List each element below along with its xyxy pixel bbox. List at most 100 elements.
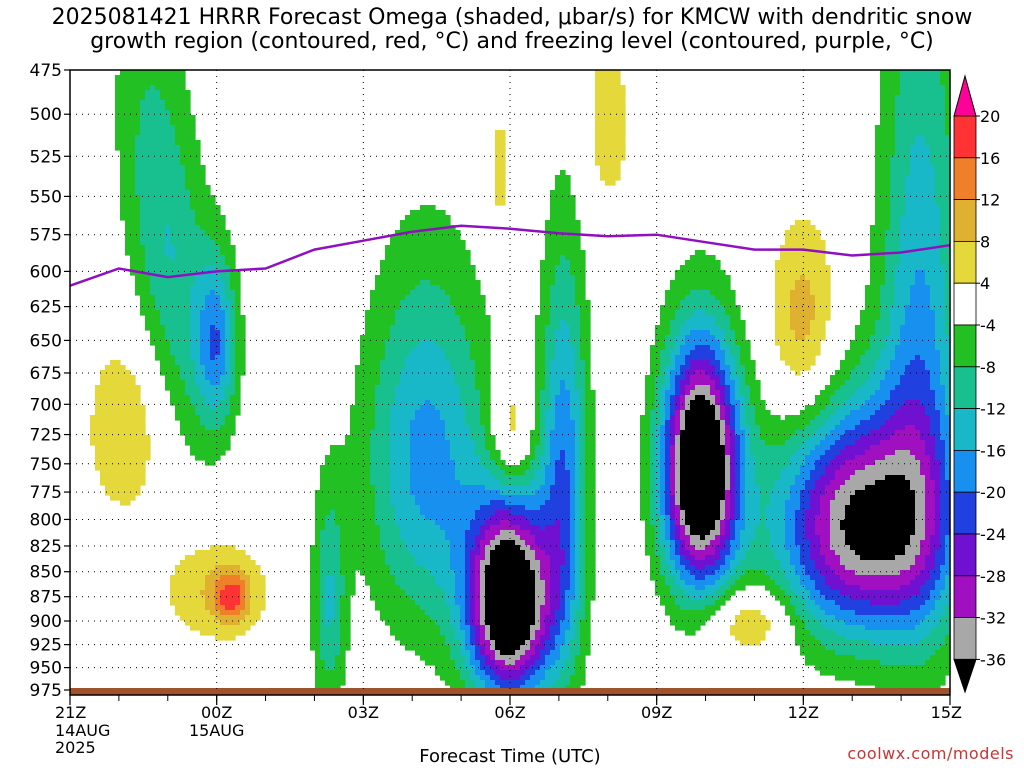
omega-cell: [200, 365, 206, 371]
omega-cell: [905, 240, 911, 246]
omega-cell: [420, 275, 426, 281]
omega-cell: [800, 355, 806, 361]
omega-cell: [900, 150, 906, 156]
omega-cell: [430, 400, 436, 406]
omega-cell: [815, 250, 821, 256]
omega-cell: [405, 320, 411, 326]
omega-cell: [420, 385, 426, 391]
omega-cell: [410, 410, 416, 416]
omega-cell: [145, 180, 151, 186]
omega-cell: [935, 100, 941, 106]
omega-cell: [865, 330, 871, 336]
omega-cell: [400, 285, 406, 291]
omega-cell: [380, 385, 386, 391]
omega-cell: [615, 110, 621, 116]
omega-cell: [200, 200, 206, 206]
omega-cell: [560, 200, 566, 206]
omega-cell: [440, 335, 446, 341]
omega-cell: [135, 90, 141, 96]
omega-cell: [815, 340, 821, 346]
omega-cell: [780, 315, 786, 321]
omega-cell: [395, 405, 401, 411]
omega-cell: [790, 335, 796, 341]
omega-cell: [175, 205, 181, 211]
omega-cell: [700, 415, 706, 421]
omega-cell: [165, 195, 171, 201]
omega-cell: [115, 410, 121, 416]
omega-cell: [545, 415, 551, 421]
omega-cell: [910, 205, 916, 211]
omega-cell: [365, 365, 371, 371]
omega-cell: [715, 275, 721, 281]
omega-cell: [935, 335, 941, 341]
omega-cell: [880, 245, 886, 251]
omega-cell: [905, 380, 911, 386]
omega-cell: [730, 295, 736, 301]
omega-cell: [540, 285, 546, 291]
omega-cell: [905, 205, 911, 211]
omega-cell: [780, 260, 786, 266]
omega-cell: [745, 355, 751, 361]
omega-cell: [585, 405, 591, 411]
omega-cell: [375, 370, 381, 376]
omega-cell: [175, 80, 181, 86]
omega-cell: [110, 365, 116, 371]
omega-cell: [800, 365, 806, 371]
omega-cell: [130, 420, 136, 426]
omega-cell: [420, 300, 426, 306]
omega-cell: [795, 225, 801, 231]
omega-cell: [165, 280, 171, 286]
omega-cell: [165, 215, 171, 221]
omega-cell: [675, 290, 681, 296]
omega-cell: [355, 390, 361, 396]
omega-cell: [130, 265, 136, 271]
omega-cell: [215, 375, 221, 381]
omega-cell: [470, 340, 476, 346]
omega-cell: [185, 290, 191, 296]
omega-cell: [810, 360, 816, 366]
omega-cell: [395, 365, 401, 371]
omega-cell: [460, 290, 466, 296]
omega-cell: [420, 295, 426, 301]
omega-cell: [945, 330, 950, 336]
omega-cell: [395, 395, 401, 401]
omega-cell: [215, 265, 221, 271]
omega-cell: [365, 315, 371, 321]
omega-cell: [455, 325, 461, 331]
omega-cell: [485, 380, 491, 386]
omega-cell: [200, 195, 206, 201]
omega-cell: [440, 240, 446, 246]
omega-cell: [450, 390, 456, 396]
omega-cell: [130, 405, 136, 411]
omega-cell: [680, 320, 686, 326]
omega-cell: [655, 375, 661, 381]
omega-cell: [545, 250, 551, 256]
omega-cell: [935, 300, 941, 306]
omega-cell: [560, 255, 566, 261]
omega-cell: [920, 155, 926, 161]
omega-cell: [175, 175, 181, 181]
omega-cell: [140, 260, 146, 266]
omega-cell: [125, 85, 131, 91]
omega-cell: [655, 355, 661, 361]
omega-cell: [930, 220, 936, 226]
omega-cell: [595, 70, 601, 76]
omega-cell: [535, 395, 541, 401]
omega-cell: [910, 200, 916, 206]
omega-cell: [175, 305, 181, 311]
omega-cell: [945, 125, 950, 131]
omega-cell: [720, 325, 726, 331]
omega-cell: [715, 280, 721, 286]
omega-cell: [850, 405, 856, 411]
omega-cell: [210, 420, 216, 426]
omega-cell: [820, 300, 826, 306]
omega-cell: [205, 340, 211, 346]
omega-cell: [685, 260, 691, 266]
omega-cell: [895, 180, 901, 186]
omega-cell: [800, 230, 806, 236]
omega-cell: [130, 180, 136, 186]
omega-cell: [165, 330, 171, 336]
omega-cell: [905, 190, 911, 196]
omega-cell: [440, 210, 446, 216]
omega-cell: [180, 225, 186, 231]
